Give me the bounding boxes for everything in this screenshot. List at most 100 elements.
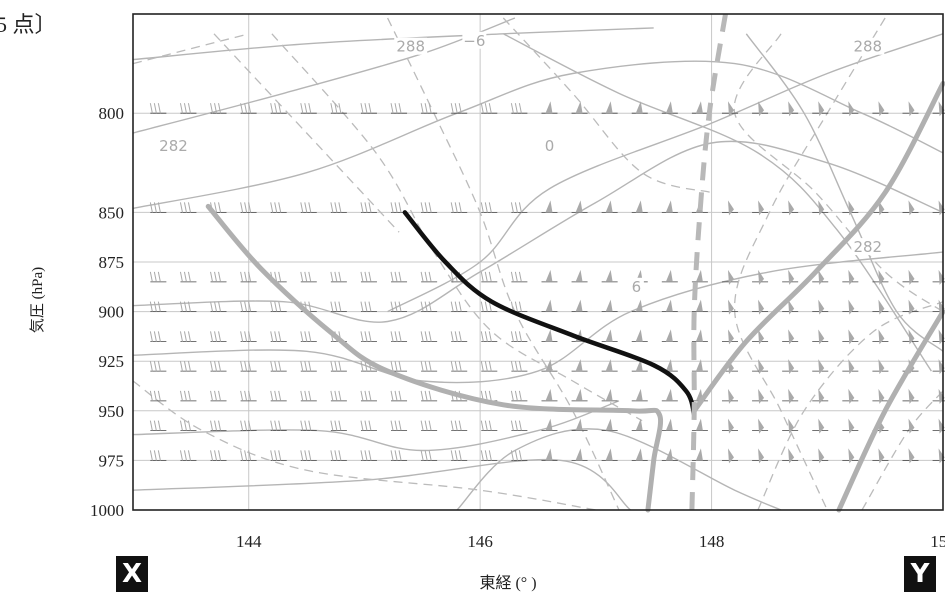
- wind-barb: [390, 301, 408, 313]
- wind-barb: [390, 103, 408, 114]
- contour-solid: [132, 60, 944, 210]
- contour-dashed: [213, 33, 400, 233]
- wind-barb: [782, 388, 799, 404]
- wind-barb: [330, 450, 347, 461]
- wind-barb: [300, 331, 317, 342]
- wind-barb: [932, 418, 945, 434]
- wind-barb: [631, 388, 648, 402]
- x-tick-label: 148: [699, 532, 725, 551]
- wind-barb: [812, 269, 829, 285]
- contour-label: 288: [853, 38, 882, 56]
- wind-barb: [691, 101, 708, 114]
- wind-barb: [541, 329, 558, 342]
- wind-barb: [571, 269, 588, 283]
- x-tick-labels: 144 146 148 150: [236, 532, 945, 551]
- wind-barb: [842, 388, 859, 404]
- wind-barb: [300, 390, 317, 402]
- wind-barb: [601, 329, 618, 342]
- wind-barb: [210, 331, 227, 342]
- wind-barb: [661, 388, 678, 402]
- wind-barb: [360, 202, 377, 213]
- wind-barb: [872, 101, 889, 117]
- wind-barb: [752, 359, 769, 375]
- wind-barb: [601, 200, 618, 213]
- wind-barb: [390, 361, 408, 372]
- wind-barb: [932, 359, 945, 375]
- x-axis-label: 東経 (° ): [479, 574, 536, 592]
- wind-barb: [240, 202, 257, 213]
- contour-solid: [502, 33, 932, 372]
- contour-label-bg: [157, 136, 190, 154]
- wind-barb: [812, 200, 829, 216]
- wind-barb: [149, 202, 167, 213]
- wind-barb: [179, 450, 197, 461]
- wind-barb: [812, 418, 829, 434]
- wind-barb: [752, 299, 769, 315]
- wind-barb: [420, 301, 438, 313]
- wind-barb: [601, 269, 618, 283]
- wind-barb: [510, 271, 528, 283]
- wind-barb: [270, 390, 287, 402]
- wind-barb: [782, 418, 799, 434]
- wind-barb: [210, 271, 227, 283]
- wind-barb: [541, 269, 558, 283]
- wind-barb: [210, 361, 227, 372]
- wind-barb: [902, 200, 919, 216]
- wind-barb: [179, 420, 197, 432]
- wind-barb: [480, 450, 498, 461]
- wind-barb: [179, 331, 197, 342]
- wind-barb: [270, 361, 287, 372]
- wind-barb: [571, 101, 588, 114]
- wind-barb: [330, 103, 347, 114]
- contour-label: 282: [159, 137, 188, 155]
- wind-barb: [420, 390, 438, 402]
- wind-barb: [270, 202, 287, 213]
- wind-barb: [661, 101, 678, 114]
- contour-dashed: [132, 380, 597, 511]
- wind-barb: [270, 450, 287, 461]
- wind-barb: [752, 101, 769, 117]
- series-line-1: [205, 203, 664, 513]
- wind-barb: [601, 299, 618, 313]
- wind-barb: [691, 299, 708, 313]
- y-tick-label: 950: [99, 402, 125, 421]
- wind-barb: [782, 448, 799, 464]
- y-tick-label: 925: [99, 352, 125, 371]
- wind-barb: [480, 301, 498, 313]
- wind-barb: [661, 448, 678, 461]
- contour-solid: [132, 140, 944, 323]
- wind-barb: [932, 388, 945, 404]
- wind-barb: [691, 329, 708, 342]
- plot-frame: [132, 13, 944, 511]
- wind-barb: [661, 269, 678, 283]
- wind-barb: [510, 361, 528, 372]
- wind-barb: [360, 450, 377, 461]
- wind-barb: [691, 448, 708, 461]
- wind-barb: [510, 103, 528, 114]
- wind-barb: [480, 202, 498, 213]
- contour-solid: [132, 251, 944, 384]
- contour-dashed: [733, 33, 944, 313]
- wind-barb: [721, 418, 738, 434]
- wind-barb: [450, 331, 468, 342]
- contour-solid: [745, 33, 944, 352]
- wind-barb: [360, 103, 377, 114]
- wind-barb: [541, 388, 558, 402]
- wind-barb: [812, 359, 829, 375]
- wind-barb: [210, 103, 227, 114]
- wind-barb: [842, 329, 859, 345]
- wind-barb: [571, 448, 588, 461]
- wind-barb: [330, 301, 347, 313]
- wind-barb: [541, 418, 558, 432]
- wind-barb: [450, 361, 468, 372]
- wind-barb: [842, 200, 859, 216]
- marker-y: Y: [904, 556, 936, 592]
- contour-label-bg: [628, 277, 644, 295]
- wind-barb: [300, 103, 317, 114]
- series-lines: [205, 13, 945, 513]
- wind-barb: [149, 301, 167, 313]
- wind-barb: [721, 299, 738, 315]
- y-tick-label: 975: [99, 451, 125, 470]
- wind-barb: [631, 448, 648, 461]
